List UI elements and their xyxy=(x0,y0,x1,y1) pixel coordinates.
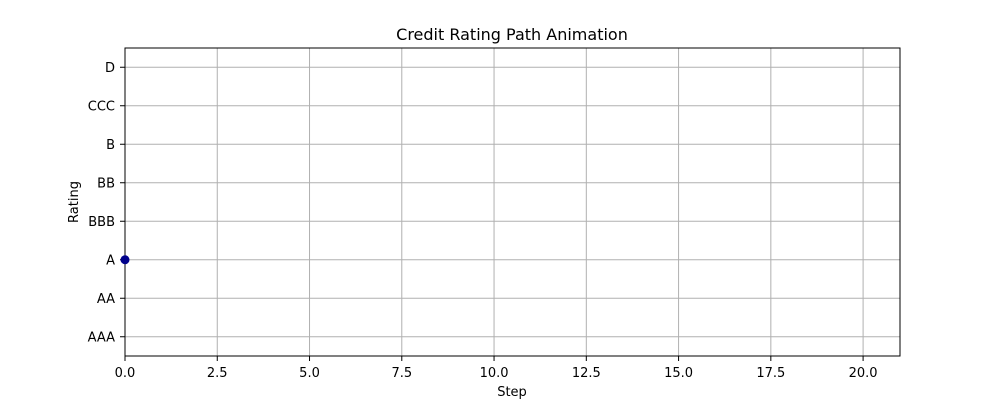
y-tick-label: BB xyxy=(97,176,115,191)
data-point xyxy=(120,255,130,265)
y-tick-label: A xyxy=(106,253,115,268)
y-axis-label: Rating xyxy=(67,181,82,223)
x-tick-label: 0.0 xyxy=(115,366,136,381)
x-tick-label: 12.5 xyxy=(572,366,601,381)
tick-layer: 0.0 2.5 5.0 7.5 10.0 12.5 15.0 17.5 20.0AAAAAABB… xyxy=(88,61,878,381)
y-tick-label: CCC xyxy=(88,99,115,114)
y-tick-label: B xyxy=(106,138,115,153)
chart-title: Credit Rating Path Animation xyxy=(396,25,628,44)
x-tick-label: 5.0 xyxy=(299,366,320,381)
y-tick-label: AA xyxy=(97,292,115,307)
y-tick-label: BBB xyxy=(88,215,115,230)
x-tick-label: 2.5 xyxy=(207,366,228,381)
grid-layer xyxy=(124,48,900,356)
x-axis-label: Step xyxy=(497,385,527,400)
x-tick-label: 17.5 xyxy=(756,366,785,381)
points-layer xyxy=(120,255,130,265)
x-tick-label: 10.0 xyxy=(480,366,509,381)
x-tick-label: 15.0 xyxy=(664,366,693,381)
y-tick-label: AAA xyxy=(88,330,116,345)
y-tick-label: D xyxy=(105,61,115,76)
x-tick-label: 20.0 xyxy=(849,366,878,381)
x-tick-label: 7.5 xyxy=(391,366,412,381)
plot-frame xyxy=(124,47,901,357)
